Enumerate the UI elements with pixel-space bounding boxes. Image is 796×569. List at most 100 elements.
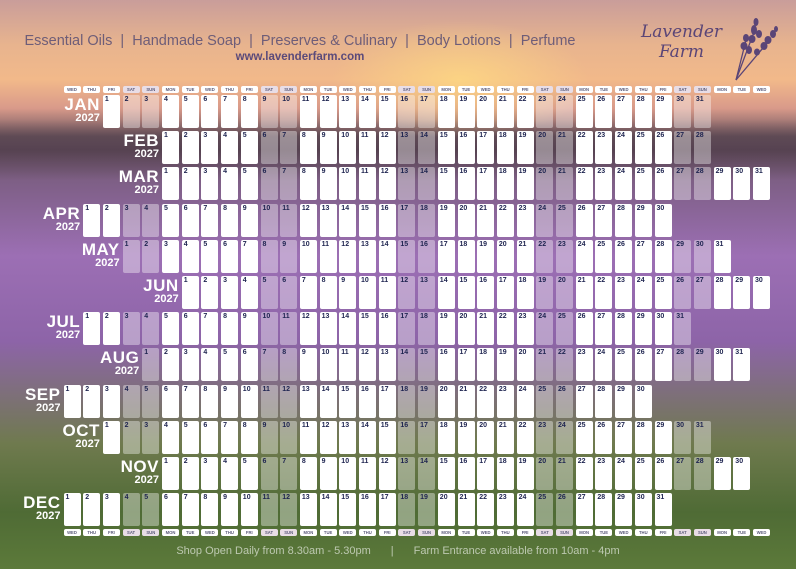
day-cell[interactable]: 25 [556,312,573,346]
day-cell[interactable]: 21 [477,203,495,237]
day-cell[interactable]: 14 [398,348,416,382]
day-cell[interactable]: 30 [654,312,672,346]
day-cell[interactable]: 1 [181,276,199,309]
day-cell[interactable]: 7 [280,131,298,165]
day-cell[interactable]: 28 [615,203,633,237]
day-cell[interactable]: 8 [201,384,219,418]
day-cell[interactable]: 11 [339,348,357,382]
day-cell[interactable]: 3 [201,457,219,490]
day-cell[interactable]: 3 [201,167,219,201]
day-cell[interactable]: 10 [280,95,298,128]
day-cell[interactable]: 7 [280,167,298,201]
day-cell[interactable]: 1 [162,167,179,201]
day-cell[interactable]: 3 [142,95,160,128]
day-cell[interactable]: 12 [378,167,396,201]
day-cell[interactable]: 7 [260,348,278,382]
day-cell[interactable]: 8 [299,131,317,165]
day-cell[interactable]: 9 [319,457,337,490]
day-cell[interactable]: 29 [693,348,711,382]
day-cell[interactable]: 15 [378,420,396,454]
day-cell[interactable]: 25 [595,239,613,273]
day-cell[interactable]: 7 [240,239,258,273]
day-cell[interactable]: 12 [280,384,298,418]
day-cell[interactable]: 8 [240,95,258,128]
day-cell[interactable]: 28 [674,348,692,382]
day-cell[interactable]: 21 [536,348,554,382]
day-cell[interactable]: 3 [181,348,199,382]
day-cell[interactable]: 3 [221,276,239,309]
day-cell[interactable]: 13 [299,384,317,418]
day-cell[interactable]: 6 [280,276,298,309]
day-cell[interactable]: 28 [595,493,613,527]
day-cell[interactable]: 27 [575,384,593,418]
day-cell[interactable]: 23 [516,312,534,346]
day-cell[interactable]: 26 [654,131,672,165]
day-cell[interactable]: 23 [556,239,573,273]
day-cell[interactable]: 2 [181,167,199,201]
day-cell[interactable]: 10 [339,131,357,165]
day-cell[interactable]: 22 [496,203,514,237]
day-cell[interactable]: 29 [615,493,633,527]
day-cell[interactable]: 6 [260,457,278,490]
day-cell[interactable]: 17 [477,131,495,165]
day-cell[interactable]: 17 [437,239,455,273]
day-cell[interactable]: 24 [615,131,633,165]
day-cell[interactable]: 28 [693,167,711,201]
day-cell[interactable]: 18 [457,239,475,273]
day-cell[interactable]: 27 [595,312,613,346]
day-cell[interactable]: 15 [378,95,396,128]
day-cell[interactable]: 19 [457,420,475,454]
day-cell[interactable]: 4 [122,384,140,418]
day-cell[interactable]: 5 [221,348,239,382]
day-cell[interactable]: 21 [457,384,475,418]
day-cell[interactable]: 7 [221,420,239,454]
day-cell[interactable]: 10 [240,493,258,527]
day-cell[interactable]: 20 [536,457,554,490]
day-cell[interactable]: 10 [339,167,357,201]
day-cell[interactable]: 1 [162,131,179,165]
day-cell[interactable]: 6 [181,312,199,346]
day-cell[interactable]: 7 [201,203,219,237]
day-cell[interactable]: 29 [733,276,751,309]
day-cell[interactable]: 30 [634,493,652,527]
day-cell[interactable]: 30 [693,239,711,273]
day-cell[interactable]: 11 [319,239,337,273]
day-cell[interactable]: 8 [221,312,239,346]
day-cell[interactable]: 12 [280,493,298,527]
day-cell[interactable]: 19 [437,312,455,346]
day-cell[interactable]: 28 [693,131,711,165]
day-cell[interactable]: 13 [398,131,416,165]
day-cell[interactable]: 19 [418,384,436,418]
day-cell[interactable]: 13 [378,348,396,382]
day-cell[interactable]: 16 [359,384,376,418]
day-cell[interactable]: 4 [221,457,239,490]
day-cell[interactable]: 5 [162,312,179,346]
day-cell[interactable]: 30 [674,95,692,128]
day-cell[interactable]: 31 [733,348,751,382]
day-cell[interactable]: 23 [496,493,514,527]
day-cell[interactable]: 19 [437,203,455,237]
day-cell[interactable]: 27 [615,95,633,128]
day-cell[interactable]: 16 [477,276,495,309]
day-cell[interactable]: 29 [674,239,692,273]
day-cell[interactable]: 13 [398,457,416,490]
day-cell[interactable]: 17 [477,167,495,201]
day-cell[interactable]: 23 [496,384,514,418]
day-cell[interactable]: 3 [122,203,140,237]
day-cell[interactable]: 7 [181,384,199,418]
day-cell[interactable]: 24 [516,384,534,418]
day-cell[interactable]: 25 [536,384,554,418]
day-cell[interactable]: 28 [615,312,633,346]
day-cell[interactable]: 29 [654,95,672,128]
day-cell[interactable]: 8 [319,276,337,309]
day-cell[interactable]: 25 [575,420,593,454]
day-cell[interactable]: 29 [713,167,731,201]
day-cell[interactable]: 9 [319,167,337,201]
day-cell[interactable]: 5 [240,457,258,490]
day-cell[interactable]: 2 [162,348,179,382]
day-cell[interactable]: 2 [122,95,140,128]
day-cell[interactable]: 10 [299,239,317,273]
day-cell[interactable]: 4 [122,493,140,527]
day-cell[interactable]: 21 [496,420,514,454]
day-cell[interactable]: 6 [221,239,239,273]
